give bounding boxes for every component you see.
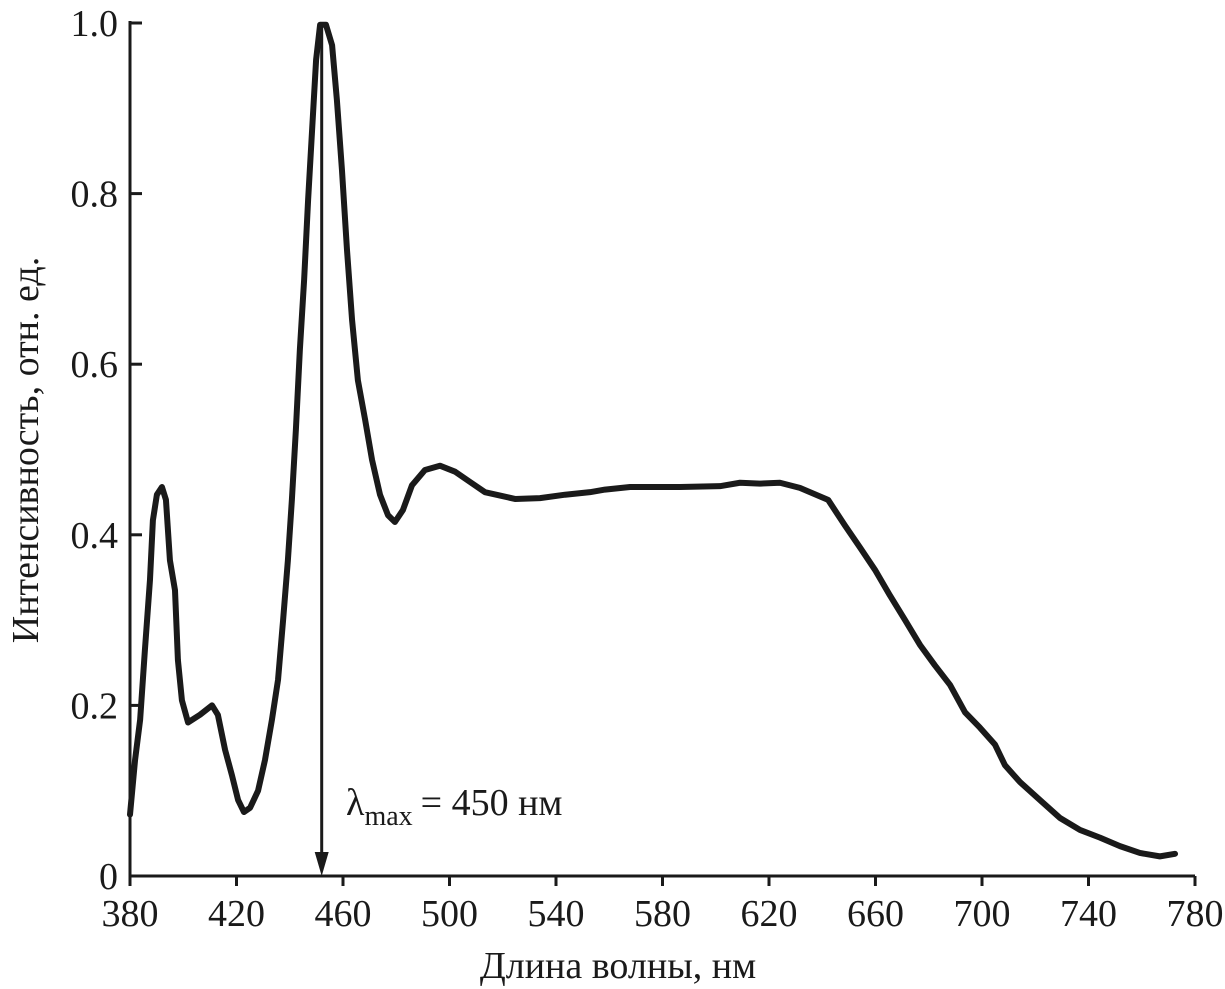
y-tick-label: 1.0 (71, 3, 119, 45)
x-tick-label: 780 (1167, 893, 1224, 935)
y-tick-label: 0.8 (71, 174, 119, 216)
annotation-symbol: λ (346, 782, 365, 824)
x-tick-label: 660 (847, 893, 904, 935)
annotation-arrow-head (314, 852, 329, 876)
x-tick-label: 580 (634, 893, 691, 935)
x-axis-label: Длина волны, нм (480, 945, 756, 987)
x-tick-label: 420 (208, 893, 265, 935)
y-tick-label: 0.6 (71, 344, 119, 386)
annotation: λmax = 450 нм (346, 782, 562, 832)
y-tick-label: 0.2 (71, 685, 119, 727)
x-tick-label: 740 (1060, 893, 1117, 935)
y-tick-label: 0.4 (71, 515, 119, 557)
spectrum-line (127, 21, 1179, 860)
y-tick-label: 0 (99, 856, 118, 898)
y-axis-label: Интенсивность, отн. ед. (5, 257, 47, 643)
x-tick-label: 700 (954, 893, 1011, 935)
x-tick-label: 460 (315, 893, 372, 935)
annotation-text: = 450 нм (421, 782, 563, 824)
x-tick-label: 380 (102, 893, 159, 935)
x-tick-label: 500 (421, 893, 478, 935)
x-tick-label: 620 (741, 893, 798, 935)
annotation-subscript: max (364, 801, 412, 832)
x-tick-label: 540 (528, 893, 585, 935)
